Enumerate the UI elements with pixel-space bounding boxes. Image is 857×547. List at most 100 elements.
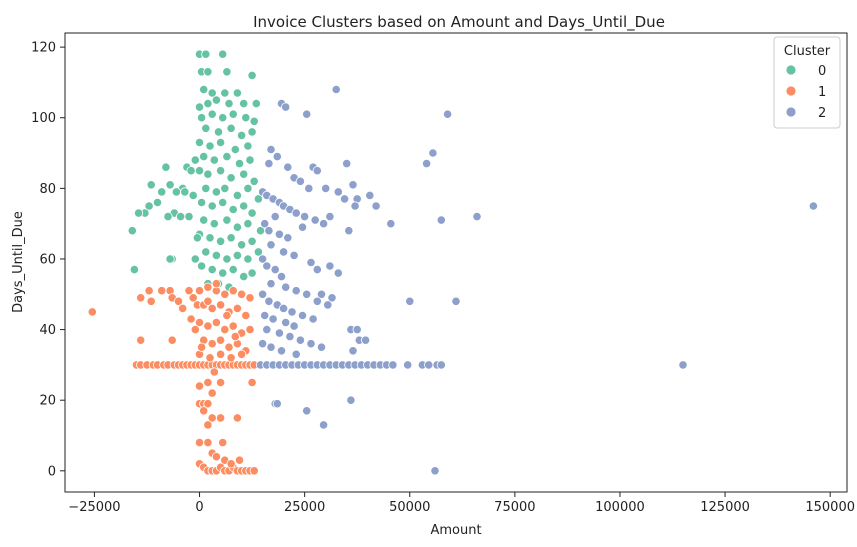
cluster-2-point xyxy=(312,264,322,275)
cluster-1-point xyxy=(203,420,213,430)
cluster-0-point xyxy=(211,187,221,197)
cluster-2-point xyxy=(262,261,272,271)
y-tick-label: 120 xyxy=(31,41,56,56)
x-tick-label: −25000 xyxy=(68,500,120,515)
cluster-2-point xyxy=(323,300,333,310)
cluster-2-point xyxy=(274,229,284,239)
cluster-1-point xyxy=(194,437,205,448)
cluster-0-point xyxy=(228,204,238,215)
cluster-2-point xyxy=(297,222,308,232)
cluster-2-point xyxy=(302,109,312,119)
cluster-2-point xyxy=(318,420,329,430)
cluster-2-point xyxy=(260,219,270,229)
cluster-0-point xyxy=(247,236,257,246)
plot-frame xyxy=(64,32,848,493)
cluster-0-point xyxy=(186,166,196,176)
x-tick-label: 75000 xyxy=(494,500,535,515)
cluster-1-point xyxy=(211,452,221,462)
cluster-1-point xyxy=(237,289,247,299)
cluster-0-point xyxy=(216,236,226,246)
cluster-0-point xyxy=(134,208,144,218)
cluster-2-point xyxy=(365,190,375,200)
chart-title: Invoice Clusters based on Amount and Day… xyxy=(253,13,665,32)
cluster-1-point xyxy=(222,310,232,321)
cluster-0-point xyxy=(171,187,181,197)
cluster-2-point xyxy=(266,240,276,250)
legend-label: 2 xyxy=(818,106,826,121)
cluster-0-point xyxy=(165,254,175,264)
plot-area xyxy=(87,49,819,476)
cluster-1-point xyxy=(232,413,242,423)
cluster-1-point xyxy=(220,324,230,335)
cluster-0-point xyxy=(194,137,205,148)
cluster-0-point xyxy=(129,264,139,275)
cluster-0-point xyxy=(222,152,232,162)
cluster-2-point xyxy=(428,148,438,158)
cluster-2-point xyxy=(266,342,276,352)
x-tick-label: 50000 xyxy=(389,500,430,515)
cluster-0-point xyxy=(251,99,261,109)
cluster-2-point xyxy=(321,183,331,193)
cluster-0-point xyxy=(230,144,240,155)
cluster-2-point xyxy=(421,159,432,169)
cluster-1-point xyxy=(218,437,228,448)
cluster-0-point xyxy=(239,169,249,179)
cluster-0-point xyxy=(247,70,257,81)
cluster-0-point xyxy=(194,166,205,176)
cluster-0-point xyxy=(241,113,251,123)
cluster-2-point xyxy=(276,346,287,356)
cluster-2-point xyxy=(257,339,268,349)
cluster-2-point xyxy=(348,346,358,356)
cluster-0-point xyxy=(203,169,213,179)
cluster-0-point xyxy=(165,180,175,190)
cluster-0-point xyxy=(176,212,186,222)
cluster-0-point xyxy=(237,130,247,140)
x-tick-label: 25000 xyxy=(284,500,325,515)
cluster-2-point xyxy=(262,324,272,335)
cluster-0-point xyxy=(247,208,257,218)
x-tick-label: 0 xyxy=(195,500,203,515)
cluster-0-point xyxy=(228,109,238,119)
cluster-0-point xyxy=(224,99,234,109)
cluster-1-point xyxy=(199,406,209,416)
cluster-0-point xyxy=(253,247,263,257)
cluster-0-point xyxy=(197,261,207,271)
y-tick-label: 100 xyxy=(31,111,56,126)
cluster-1-point xyxy=(136,335,146,345)
cluster-2-point xyxy=(266,279,276,289)
cluster-0-point xyxy=(205,141,215,151)
cluster-0-point xyxy=(199,84,209,95)
cluster-0-point xyxy=(218,268,228,278)
legend-marker xyxy=(785,106,797,118)
cluster-2-point xyxy=(430,466,440,476)
cluster-0-point xyxy=(180,187,190,197)
cluster-2-point xyxy=(403,360,413,370)
cluster-2-point xyxy=(276,271,287,282)
legend-title: Cluster xyxy=(784,44,831,59)
cluster-0-point xyxy=(197,197,207,208)
cluster-2-point xyxy=(291,349,301,359)
cluster-1-point xyxy=(230,331,240,342)
cluster-2-point xyxy=(302,289,312,299)
cluster-2-point xyxy=(678,360,688,370)
cluster-2-point xyxy=(257,254,268,264)
cluster-0-point xyxy=(201,247,211,257)
cluster-1-point xyxy=(216,335,226,345)
cluster-2-point xyxy=(327,293,337,303)
y-tick-label: 60 xyxy=(39,252,56,267)
cluster-2-point xyxy=(472,212,482,222)
cluster-2-point xyxy=(287,307,297,317)
cluster-1-point xyxy=(247,377,257,388)
cluster-1-point xyxy=(216,413,226,423)
cluster-1-point xyxy=(194,381,205,391)
cluster-0-point xyxy=(239,201,249,211)
legend: Cluster 0 1 2 xyxy=(773,36,841,129)
cluster-0-point xyxy=(216,137,226,148)
cluster-2-point xyxy=(270,264,280,275)
cluster-2-point xyxy=(306,257,316,268)
cluster-1-point xyxy=(226,353,236,363)
cluster-0-point xyxy=(201,183,211,193)
cluster-0-point xyxy=(226,233,236,243)
y-tick-label: 0 xyxy=(48,464,56,479)
cluster-2-point xyxy=(264,226,274,236)
